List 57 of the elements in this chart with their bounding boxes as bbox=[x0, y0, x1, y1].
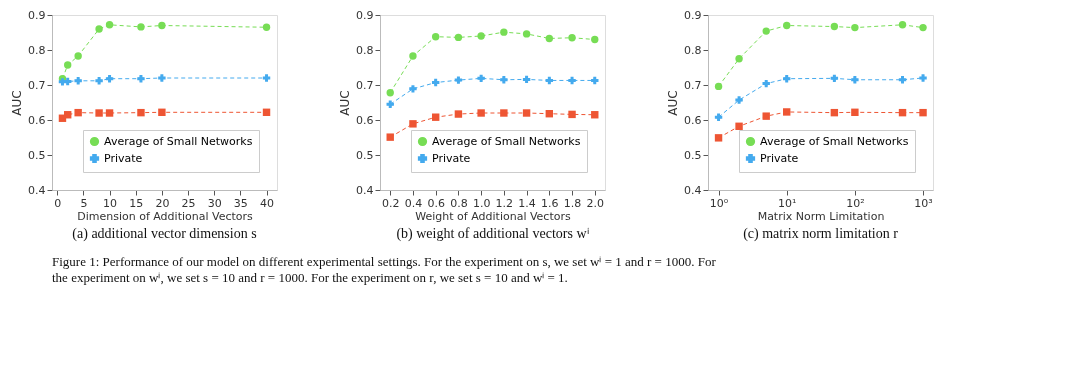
text: (c) matrix norm limitation r bbox=[743, 226, 899, 242]
x-tick-label: 0.2 bbox=[381, 196, 400, 210]
x-tick-label: 40 bbox=[260, 196, 275, 210]
x-tick-label: 10 bbox=[103, 196, 118, 210]
x-tick-label: 10¹ bbox=[778, 196, 797, 210]
x-tick-label: 2.0 bbox=[586, 196, 605, 210]
legend-label: Average of Small Networks bbox=[104, 134, 253, 148]
y-tick-label: 0.5 bbox=[28, 148, 46, 162]
x-axis-title: Weight of Additional Vectors bbox=[415, 209, 571, 223]
legend-label: Private bbox=[432, 151, 471, 165]
y-tick-label: 0.4 bbox=[356, 183, 374, 197]
y-tick-label: 0.9 bbox=[28, 8, 46, 22]
x-tick-label: 1.2 bbox=[495, 196, 514, 210]
y-tick-label: 0.8 bbox=[684, 43, 702, 57]
y-tick-label: 0.9 bbox=[356, 8, 374, 22]
y-tick-label: 0.5 bbox=[684, 148, 702, 162]
x-tick-label: 10³ bbox=[914, 196, 933, 210]
y-tick-label: 0.5 bbox=[356, 148, 374, 162]
y-tick-label: 0.6 bbox=[684, 113, 702, 127]
text: (b) weight of additional vectors wⁱ bbox=[396, 226, 589, 242]
y-axis-title: AUC bbox=[10, 90, 25, 116]
y-tick-label: 0.6 bbox=[28, 113, 46, 127]
x-tick-label: 20 bbox=[155, 196, 170, 210]
x-tick-label: 0 bbox=[54, 196, 62, 210]
x-tick-label: 1.6 bbox=[541, 196, 559, 210]
y-tick-label: 0.6 bbox=[356, 113, 374, 127]
caption: Figure 1: Performance of our model on different experimental settings. For the experiment on s, we set wⁱ = 1 and r = 1000. For the experiment on wⁱ, we set s = 10 and r = 1000. For the experiment on r, we set s = 10 and wⁱ = 1. bbox=[52, 254, 717, 285]
y-axis-title: AUC bbox=[666, 90, 681, 116]
y-tick-label: 0.4 bbox=[684, 183, 702, 197]
y-tick-label: 0.9 bbox=[684, 8, 702, 22]
legend-label: Private bbox=[760, 151, 799, 165]
y-tick-label: 0.8 bbox=[356, 43, 374, 57]
x-tick-label: 30 bbox=[207, 196, 222, 210]
x-axis-title: Matrix Norm Limitation bbox=[757, 209, 885, 223]
x-tick-label: 0.8 bbox=[450, 196, 468, 210]
x-tick-label: 5 bbox=[80, 196, 88, 210]
x-tick-label: 0.4 bbox=[404, 196, 423, 210]
x-tick-label: 1.8 bbox=[563, 196, 582, 210]
text: (a) additional vector dimension s bbox=[72, 226, 257, 242]
x-tick-label: 10⁰ bbox=[709, 196, 729, 210]
y-tick-label: 0.4 bbox=[28, 183, 46, 197]
legend-label: Average of Small Networks bbox=[760, 134, 909, 148]
x-tick-label: 35 bbox=[233, 196, 248, 210]
x-tick-label: 15 bbox=[129, 196, 144, 210]
x-axis-title: Dimension of Additional Vectors bbox=[77, 209, 254, 223]
x-tick-label: 1.4 bbox=[518, 196, 536, 210]
x-tick-label: 25 bbox=[181, 196, 196, 210]
y-tick-label: 0.7 bbox=[356, 78, 374, 92]
x-tick-label: 1.0 bbox=[472, 196, 491, 210]
y-tick-label: 0.8 bbox=[28, 43, 46, 57]
x-tick-label: 0.6 bbox=[427, 196, 445, 210]
y-tick-label: 0.7 bbox=[28, 78, 46, 92]
legend-label: Average of Small Networks bbox=[432, 134, 581, 148]
y-tick-label: 0.7 bbox=[684, 78, 702, 92]
legend-label: Private bbox=[104, 151, 143, 165]
x-tick-label: 10² bbox=[846, 196, 865, 210]
y-axis-title: AUC bbox=[338, 90, 353, 116]
